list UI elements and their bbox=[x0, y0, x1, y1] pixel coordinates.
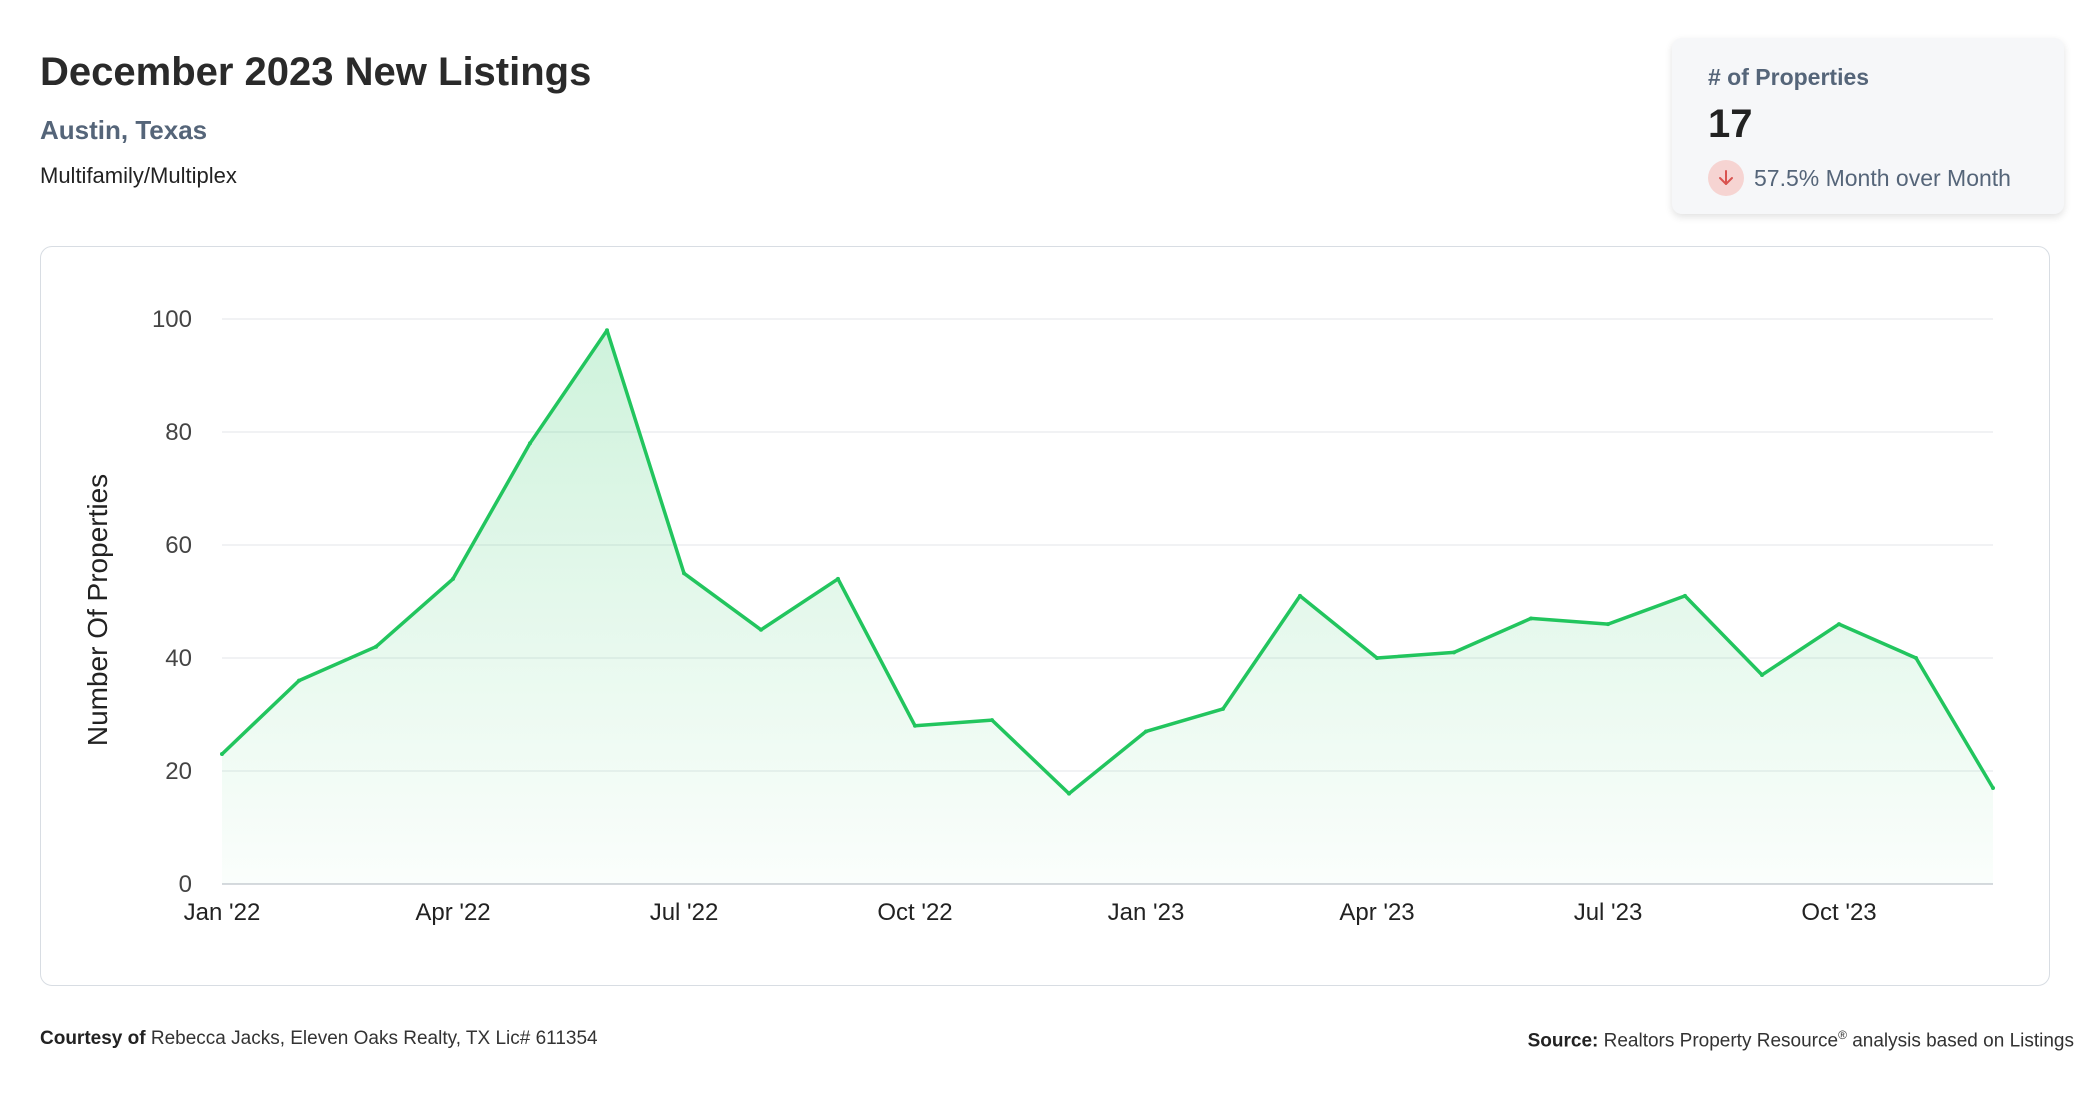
data-point bbox=[836, 576, 840, 581]
kpi-value: 17 bbox=[1708, 102, 1753, 146]
data-point bbox=[1298, 593, 1302, 598]
y-tick-label: 0 bbox=[179, 871, 192, 898]
kpi-change: 57.5% Month over Month bbox=[1708, 160, 2011, 196]
kpi-change-text: 57.5% Month over Month bbox=[1754, 164, 2011, 191]
location-subtitle: Austin, Texas bbox=[40, 115, 208, 145]
x-tick-label: Oct '23 bbox=[1801, 899, 1876, 926]
data-point bbox=[1067, 791, 1071, 796]
x-tick-label: Oct '22 bbox=[877, 899, 952, 926]
data-point bbox=[451, 576, 455, 581]
arrow-down-icon bbox=[1708, 160, 1744, 196]
source-footer: Source: Realtors Property Resource® anal… bbox=[1528, 1028, 2074, 1052]
data-point bbox=[1991, 785, 1995, 790]
data-point bbox=[759, 627, 763, 632]
data-point bbox=[682, 571, 686, 576]
chart-frame: 0 20 40 60 80 100 Jan '22 Apr '22 Jul '22 Oct '22… bbox=[40, 246, 2050, 986]
y-tick-label: 80 bbox=[165, 419, 192, 446]
data-point bbox=[297, 678, 301, 683]
x-tick-label: Jan '23 bbox=[1108, 899, 1185, 926]
page-title: December 2023 New Listings bbox=[40, 50, 592, 94]
source-text: Realtors Property Resource bbox=[1603, 1030, 1839, 1052]
data-point bbox=[1837, 622, 1841, 627]
series-line bbox=[220, 328, 1995, 796]
data-point bbox=[990, 718, 994, 723]
data-point bbox=[1375, 656, 1379, 660]
data-point bbox=[1683, 593, 1687, 598]
y-axis-title: Number Of Properties bbox=[82, 474, 113, 746]
x-tick-label: Apr '23 bbox=[1339, 899, 1414, 926]
data-point bbox=[1452, 650, 1456, 655]
data-point bbox=[1606, 622, 1610, 627]
line-chart: 0 20 40 60 80 100 Jan '22 Apr '22 Jul '22 Oct '22… bbox=[82, 306, 1995, 926]
data-point bbox=[374, 644, 378, 649]
courtesy-footer: Courtesy of Rebecca Jacks, Eleven Oaks R… bbox=[40, 1028, 598, 1050]
data-point bbox=[1221, 706, 1225, 711]
data-point bbox=[1914, 656, 1918, 660]
y-tick-label: 60 bbox=[165, 532, 192, 559]
property-category: Multifamily/Multiplex bbox=[40, 163, 237, 188]
registered-mark: ® bbox=[1838, 1028, 1847, 1042]
data-point bbox=[1529, 616, 1533, 621]
data-point bbox=[605, 328, 609, 333]
header: December 2023 New Listings Austin, Texas… bbox=[40, 46, 591, 190]
y-tick-label: 100 bbox=[152, 306, 192, 333]
data-point bbox=[528, 441, 532, 446]
source-label: Source: bbox=[1527, 1030, 1599, 1052]
x-tick-label: Jul '22 bbox=[650, 899, 719, 926]
data-point bbox=[913, 723, 917, 728]
data-point bbox=[1144, 729, 1148, 734]
courtesy-text: Rebecca Jacks, Eleven Oaks Realty, TX Li… bbox=[150, 1028, 598, 1049]
kpi-card: # of Properties 17 57.5% Month over Mont… bbox=[1672, 38, 2064, 214]
x-tick-label: Jul '23 bbox=[1574, 899, 1643, 926]
y-tick-label: 20 bbox=[165, 758, 192, 785]
x-tick-label: Apr '22 bbox=[415, 899, 490, 926]
source-suffix: analysis based on Listings bbox=[1852, 1030, 2074, 1052]
kpi-label: # of Properties bbox=[1708, 64, 1870, 90]
courtesy-label: Courtesy of bbox=[40, 1028, 146, 1049]
data-point bbox=[1760, 672, 1764, 677]
x-tick-label: Jan '22 bbox=[184, 899, 261, 926]
y-tick-label: 40 bbox=[165, 645, 192, 672]
data-point bbox=[220, 752, 224, 757]
series-area-fill bbox=[222, 330, 1993, 884]
